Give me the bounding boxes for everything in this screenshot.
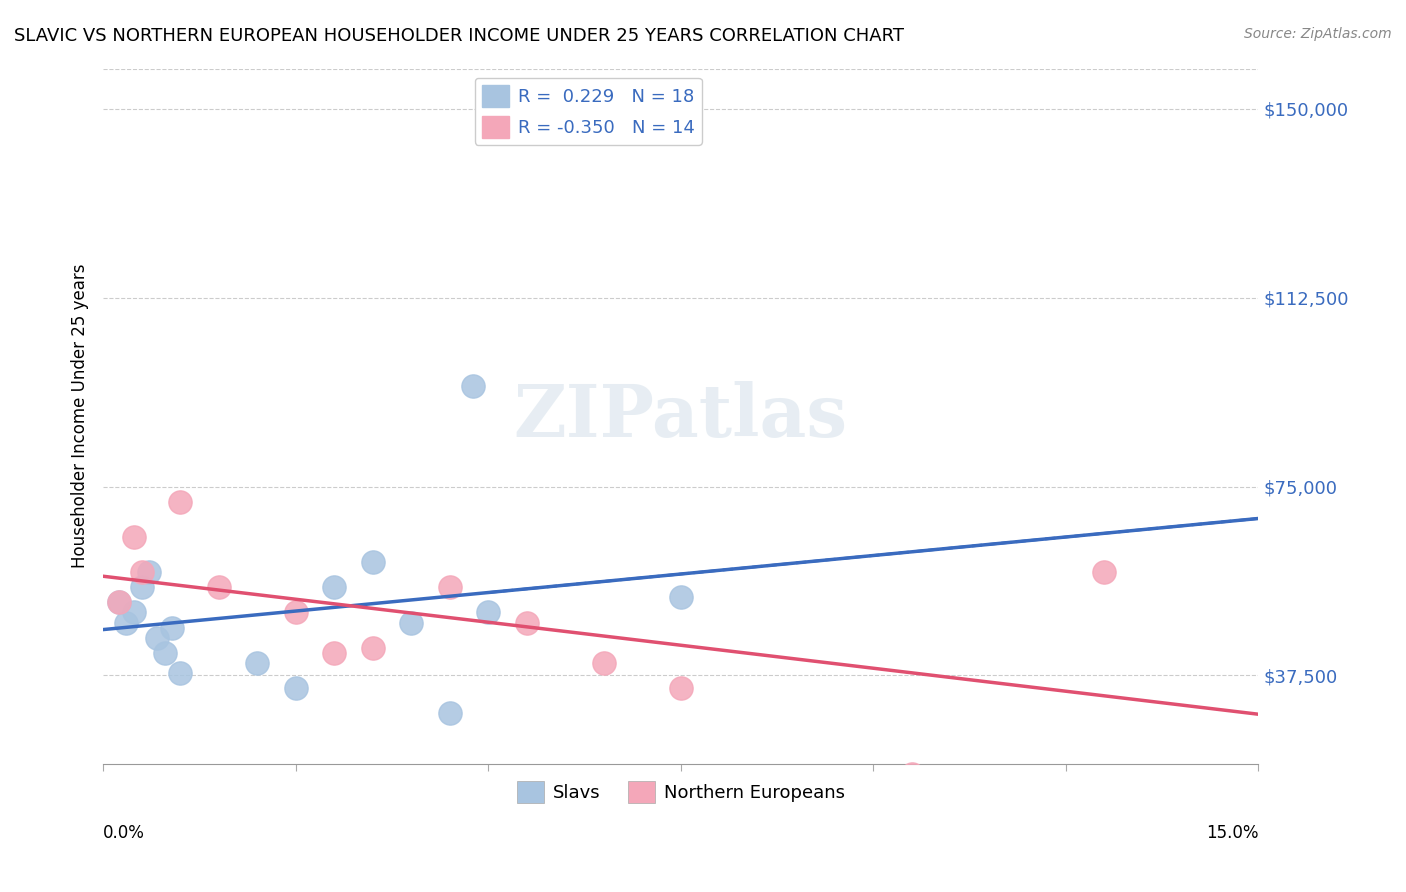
Point <box>107 595 129 609</box>
Text: Source: ZipAtlas.com: Source: ZipAtlas.com <box>1244 27 1392 41</box>
Legend: Slavs, Northern Europeans: Slavs, Northern Europeans <box>509 773 852 810</box>
Point <box>122 530 145 544</box>
Text: SLAVIC VS NORTHERN EUROPEAN HOUSEHOLDER INCOME UNDER 25 YEARS CORRELATION CHART: SLAVIC VS NORTHERN EUROPEAN HOUSEHOLDER … <box>14 27 904 45</box>
Point <box>169 665 191 680</box>
Point <box>131 565 153 579</box>
Text: 15.0%: 15.0% <box>1206 824 1258 842</box>
Point <box>592 656 614 670</box>
Point <box>323 580 346 594</box>
Point <box>131 580 153 594</box>
Point <box>439 580 461 594</box>
Point <box>1094 565 1116 579</box>
Point <box>323 646 346 660</box>
Point <box>107 595 129 609</box>
Point <box>208 580 231 594</box>
Point <box>162 621 184 635</box>
Point <box>399 615 422 630</box>
Point <box>284 681 307 695</box>
Point <box>246 656 269 670</box>
Point <box>361 640 384 655</box>
Point <box>169 494 191 508</box>
Point <box>361 555 384 569</box>
Point <box>153 646 176 660</box>
Point <box>439 706 461 721</box>
Text: ZIPatlas: ZIPatlas <box>513 381 848 451</box>
Point <box>284 606 307 620</box>
Point <box>669 681 692 695</box>
Point <box>901 766 924 780</box>
Text: 0.0%: 0.0% <box>103 824 145 842</box>
Point <box>516 615 538 630</box>
Point <box>461 379 484 393</box>
Point <box>146 631 169 645</box>
Point <box>138 565 160 579</box>
Point <box>669 591 692 605</box>
Y-axis label: Householder Income Under 25 years: Householder Income Under 25 years <box>72 264 89 568</box>
Point <box>115 615 138 630</box>
Point <box>122 606 145 620</box>
Point <box>477 606 499 620</box>
